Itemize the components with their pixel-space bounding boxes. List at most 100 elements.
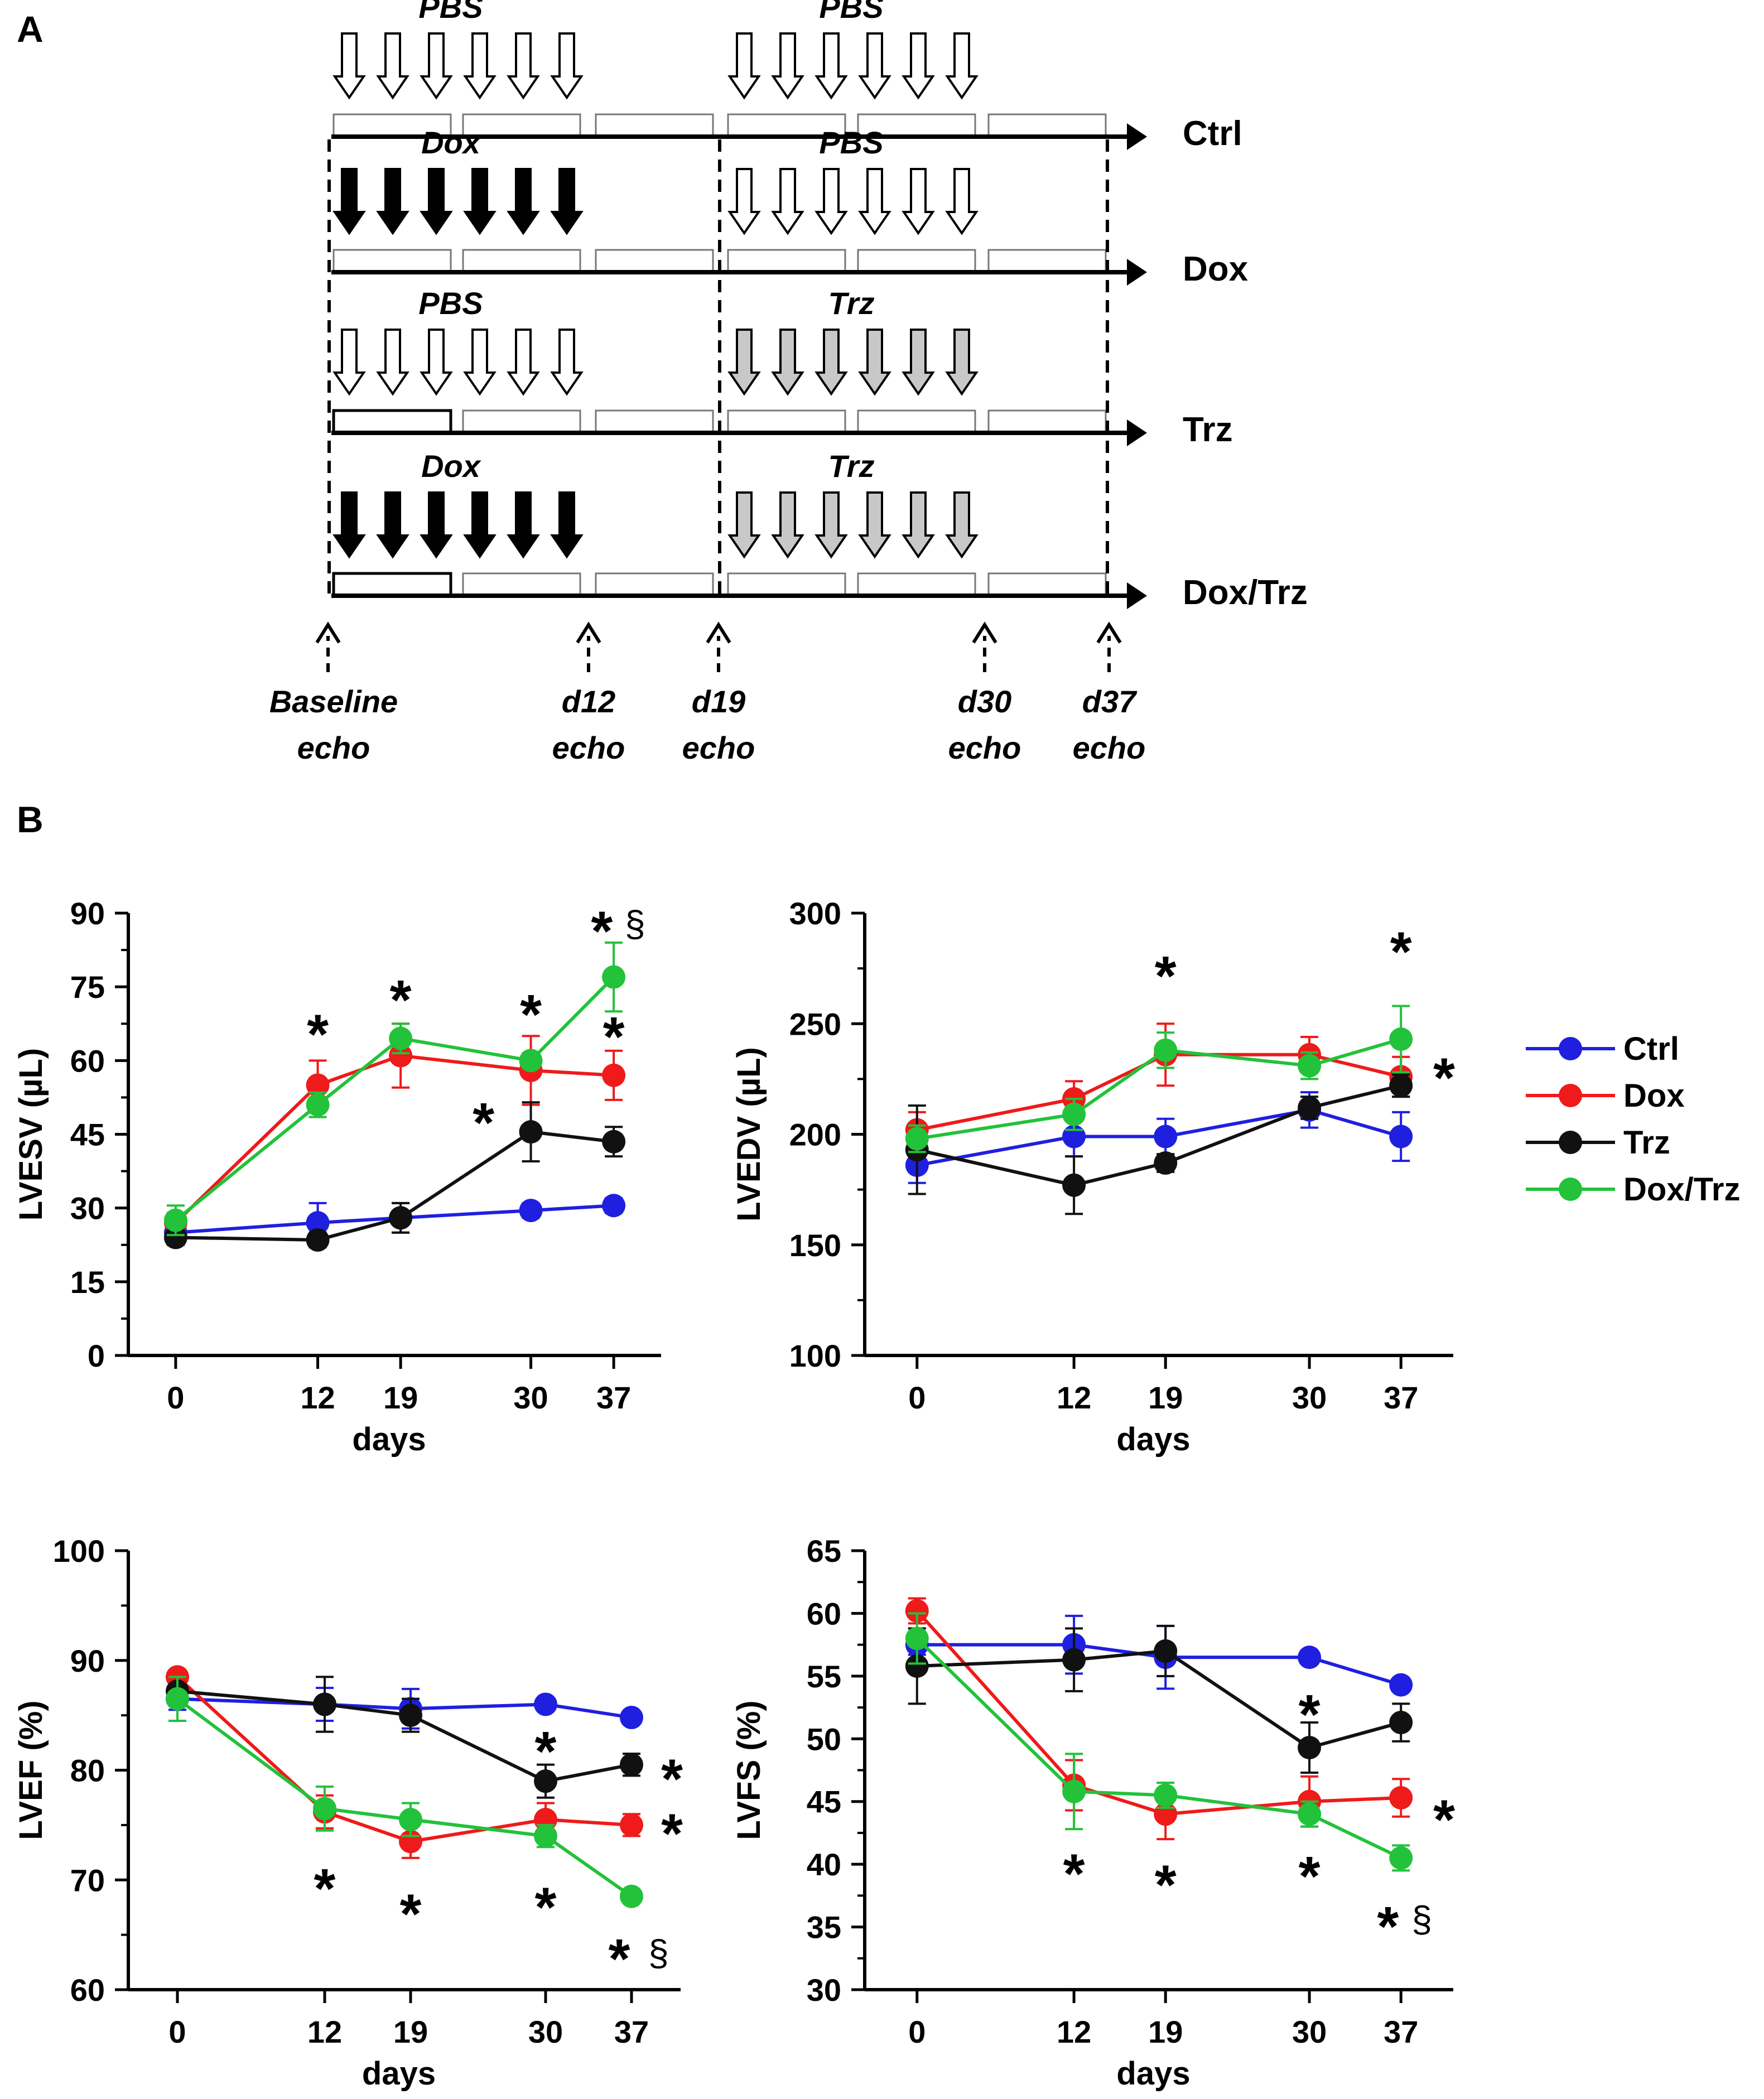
timeline-week-box [595, 113, 714, 138]
data-point [602, 965, 626, 989]
phase-label: PBS [819, 0, 883, 25]
significance-section-mark: § [648, 1932, 669, 1973]
injection-arrow-gray [814, 329, 848, 396]
injection-arrow-open [376, 329, 409, 396]
injection-arrow-filled [332, 168, 366, 235]
chart-lvfs: 30 35 40 45 50 55 60 65 0 12 19 30 37 days LVFS (%) * * *… [731, 1533, 1455, 2092]
significance-star: * [307, 1003, 329, 1065]
legend-marker [1559, 1178, 1582, 1201]
y-tick-label: 100 [789, 1338, 841, 1373]
echo-label-line1: d12 [562, 684, 616, 719]
significance-star: * [314, 1857, 336, 1920]
timeline-week-box [987, 113, 1107, 138]
data-point [1298, 1646, 1322, 1669]
data-point [306, 1228, 330, 1252]
injection-arrow-gray [771, 491, 804, 559]
significance-star: * [1390, 920, 1412, 983]
injection-arrow-gray [727, 491, 761, 559]
x-tick-label: 12 [1057, 1380, 1091, 1415]
injection-arrow-gray [945, 329, 979, 396]
echo-label-line2: echo [552, 730, 625, 765]
timeline-week-box [987, 249, 1107, 273]
timeline-week-box [857, 249, 976, 273]
significance-section-mark: § [1411, 1898, 1432, 1939]
timeline-row-label: Trz [1183, 411, 1233, 449]
data-point [905, 1127, 929, 1151]
injection-arrow-gray [771, 329, 804, 396]
y-tick-label: 45 [70, 1117, 105, 1152]
data-point [1298, 1802, 1322, 1826]
significance-star: * [1433, 1789, 1455, 1851]
y-tick-label: 35 [807, 1910, 841, 1945]
injection-arrow-gray [814, 491, 848, 559]
significance-star: * [591, 900, 613, 962]
significance-star: * [1299, 1845, 1320, 1908]
injection-arrow-open [550, 32, 584, 100]
injection-arrow-filled [550, 491, 584, 559]
significance-star: * [661, 1748, 683, 1810]
data-point [519, 1120, 543, 1144]
y-tick-label: 45 [807, 1784, 841, 1820]
injection-arrow-open [507, 329, 540, 396]
data-point [1154, 1038, 1178, 1062]
legend-label: Dox/Trz [1623, 1171, 1741, 1208]
echo-arrowhead [315, 621, 341, 644]
timeline-week-box [332, 409, 452, 434]
data-point [1062, 1173, 1086, 1197]
series-dox-trz [905, 1005, 1413, 1154]
x-tick-label: 37 [596, 1380, 631, 1415]
timeline-week-box [595, 409, 714, 434]
injection-arrow-open [332, 329, 366, 396]
timeline-row-dox-trz: Dox/Trz Dox Trz [331, 448, 1308, 612]
x-axis-label: days [1116, 1421, 1190, 1458]
y-tick-label: 30 [807, 1972, 841, 2008]
injection-arrow-filled [507, 168, 540, 235]
data-point [1062, 1779, 1086, 1803]
timeline-week-box [857, 572, 976, 597]
injection-arrow-open [420, 329, 453, 396]
echo-arrowhead [972, 621, 997, 644]
injection-arrow-filled [376, 491, 409, 559]
significance-star: * [661, 1803, 683, 1865]
echo-arrowhead [576, 621, 601, 644]
significance-section-mark: § [625, 903, 645, 944]
echo-label-line2: echo [948, 730, 1021, 765]
injection-arrow-filled [463, 168, 497, 235]
timeline-week-box [727, 409, 846, 434]
legend-item-dox-trz: Dox/Trz [1526, 1171, 1741, 1208]
data-point [1389, 1711, 1413, 1735]
injection-arrow-open [463, 329, 497, 396]
injection-arrow-open [463, 32, 497, 100]
x-axis-label: days [352, 1421, 426, 1458]
x-tick-label: 0 [908, 1380, 926, 1415]
injection-arrow-open [771, 168, 804, 235]
data-point [166, 1687, 189, 1711]
x-tick-label: 12 [307, 2014, 342, 2049]
timeline-row-ctrl: Ctrl PBS PBS [331, 0, 1242, 153]
phase-label: Trz [828, 448, 875, 484]
y-tick-label: 300 [789, 896, 841, 931]
echo-timepoint: d19 echo [682, 621, 755, 765]
timeline-row-dox: Dox Dox PBS [331, 125, 1249, 288]
timeline-week-box [727, 572, 846, 597]
phase-label: PBS [418, 286, 483, 321]
data-point [1389, 1846, 1413, 1870]
series-trz [163, 1101, 626, 1252]
legend-label: Trz [1623, 1125, 1670, 1161]
echo-timepoint: d12 echo [552, 621, 625, 765]
injection-arrow-filled [507, 491, 540, 559]
timeline-row-label: Dox/Trz [1183, 573, 1308, 612]
y-tick-label: 15 [70, 1265, 105, 1300]
y-tick-label: 250 [789, 1006, 841, 1041]
legend-marker [1559, 1131, 1582, 1154]
y-tick-label: 65 [807, 1533, 841, 1569]
data-point [1154, 1151, 1178, 1175]
legend-label: Ctrl [1623, 1031, 1679, 1067]
significance-star: * [603, 1006, 625, 1068]
data-point [1154, 1639, 1178, 1663]
echo-arrowhead [1096, 621, 1122, 644]
significance-star: * [535, 1876, 557, 1939]
timeline-week-box [462, 249, 581, 273]
